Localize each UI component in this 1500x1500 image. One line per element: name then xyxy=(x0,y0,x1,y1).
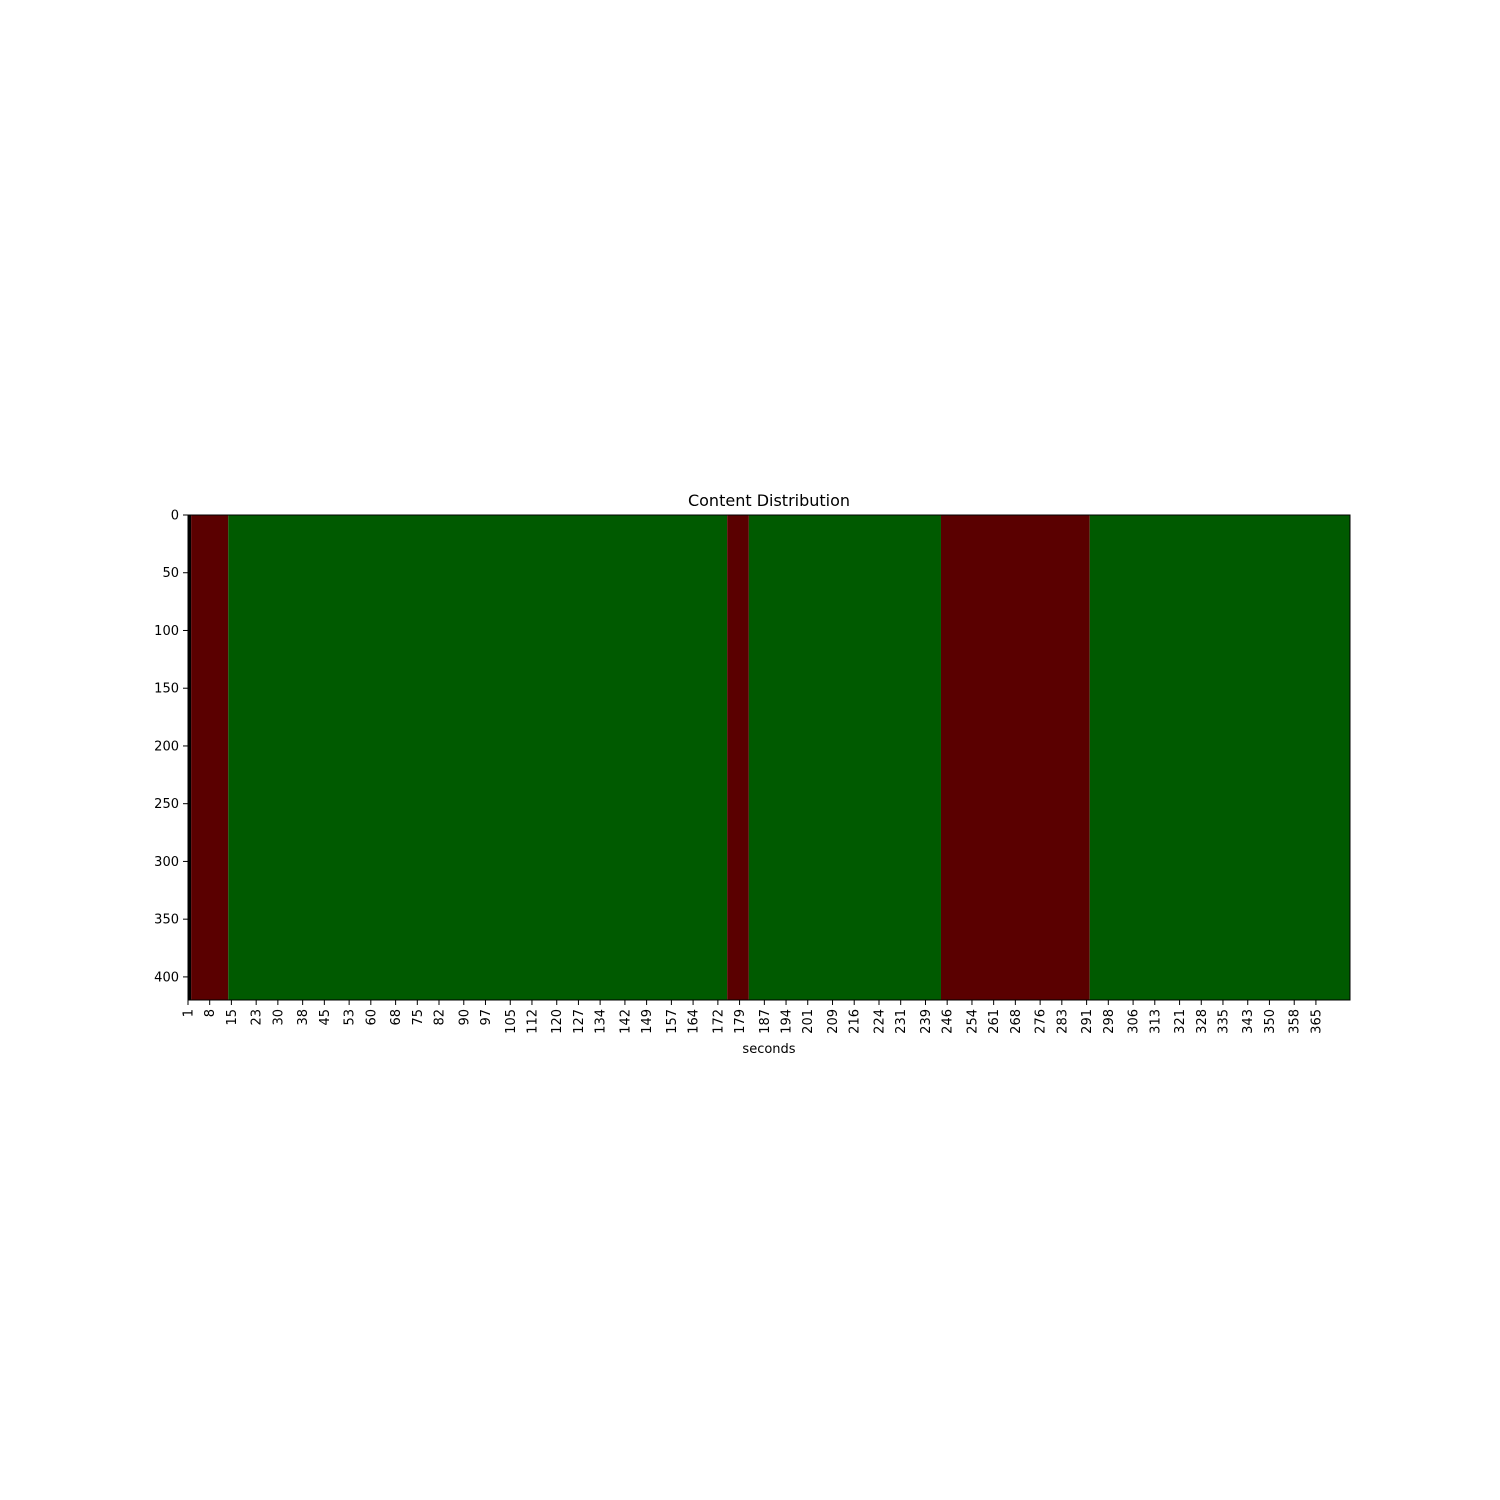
x-tick-label: 60 xyxy=(364,1009,379,1026)
y-tick-label: 250 xyxy=(154,797,179,812)
x-tick-label: 328 xyxy=(1195,1009,1210,1034)
x-tick-label: 209 xyxy=(826,1009,841,1034)
x-tick-label: 231 xyxy=(894,1009,909,1034)
x-tick-label: 1 xyxy=(182,1009,197,1017)
heatmap-cells xyxy=(188,515,1350,1000)
x-tick-label: 268 xyxy=(1009,1009,1024,1034)
x-tick-label: 172 xyxy=(711,1009,726,1034)
x-tick-label: 343 xyxy=(1241,1009,1256,1034)
plot-frame xyxy=(187,514,1351,1001)
y-tick-label: 350 xyxy=(154,913,179,928)
heatmap-segment-green xyxy=(748,515,941,1000)
x-tick-label: 246 xyxy=(941,1009,956,1034)
x-tick-label: 15 xyxy=(225,1009,240,1026)
x-tick-label: 164 xyxy=(687,1009,702,1034)
x-tick-label: 142 xyxy=(618,1009,633,1034)
x-tick-label: 335 xyxy=(1216,1009,1231,1034)
x-tick-label: 291 xyxy=(1080,1009,1095,1034)
y-tick-label: 400 xyxy=(154,970,179,985)
heatmap-segment-green xyxy=(1089,515,1350,1000)
y-axis: 0 50 100 150 200 250 300 350 400 xyxy=(154,509,188,985)
x-tick-label: 45 xyxy=(318,1009,333,1026)
x-tick-label: 120 xyxy=(550,1009,565,1034)
x-tick-label: 157 xyxy=(665,1009,680,1034)
x-tick-label: 254 xyxy=(965,1009,980,1034)
heatmap-segment-red xyxy=(727,515,749,1000)
x-tick-label: 224 xyxy=(873,1009,888,1034)
x-tick-label: 358 xyxy=(1288,1009,1303,1034)
x-tick-label: 194 xyxy=(780,1009,795,1034)
heatmap-segment-green xyxy=(228,515,728,1000)
heatmap-segment-red xyxy=(940,515,1090,1000)
x-tick-label: 97 xyxy=(479,1009,494,1026)
x-tick-label: 239 xyxy=(919,1009,934,1034)
x-tick-label: 149 xyxy=(640,1009,655,1034)
x-tick-label: 105 xyxy=(504,1009,519,1034)
x-tick-label: 30 xyxy=(271,1009,286,1026)
y-tick-label: 150 xyxy=(154,682,179,697)
x-tick-label: 75 xyxy=(411,1009,426,1026)
chart-title: Content Distribution xyxy=(688,491,850,510)
heatmap-segment-other xyxy=(188,515,192,1000)
y-tick-label: 50 xyxy=(162,566,179,581)
y-tick-label: 200 xyxy=(154,739,179,754)
x-tick-label: 82 xyxy=(432,1009,447,1026)
y-tick-label: 300 xyxy=(154,855,179,870)
x-tick-label: 68 xyxy=(389,1009,404,1026)
x-tick-label: 306 xyxy=(1127,1009,1142,1034)
x-tick-label: 313 xyxy=(1148,1009,1163,1034)
x-tick-label: 112 xyxy=(525,1009,540,1034)
x-tick-label: 38 xyxy=(296,1009,311,1026)
heatmap-segment-red xyxy=(191,515,229,1000)
x-tick-label: 350 xyxy=(1263,1009,1278,1034)
x-tick-label: 201 xyxy=(801,1009,816,1034)
x-tick-label: 298 xyxy=(1102,1009,1117,1034)
x-tick-label: 365 xyxy=(1309,1009,1324,1034)
x-tick-label: 283 xyxy=(1055,1009,1070,1034)
x-axis-label: seconds xyxy=(742,1042,795,1057)
x-tick-label: 134 xyxy=(594,1009,609,1034)
y-tick-label: 0 xyxy=(171,509,179,524)
x-tick-label: 53 xyxy=(343,1009,358,1026)
x-tick-label: 90 xyxy=(457,1009,472,1026)
x-tick-label: 261 xyxy=(987,1009,1002,1034)
x-tick-label: 179 xyxy=(733,1009,748,1034)
x-tick-label: 8 xyxy=(203,1009,218,1017)
y-tick-label: 100 xyxy=(154,624,179,639)
x-tick-label: 276 xyxy=(1034,1009,1049,1034)
x-tick-label: 187 xyxy=(758,1009,773,1034)
x-tick-label: 321 xyxy=(1173,1009,1188,1034)
x-tick-label: 23 xyxy=(250,1009,265,1026)
x-tick-label: 216 xyxy=(848,1009,863,1034)
x-tick-label: 127 xyxy=(572,1009,587,1034)
x-axis: 1 8 15 23 30 38 45 53 60 68 75 82 90 97 105 112 120 127 13… xyxy=(182,1000,1324,1034)
